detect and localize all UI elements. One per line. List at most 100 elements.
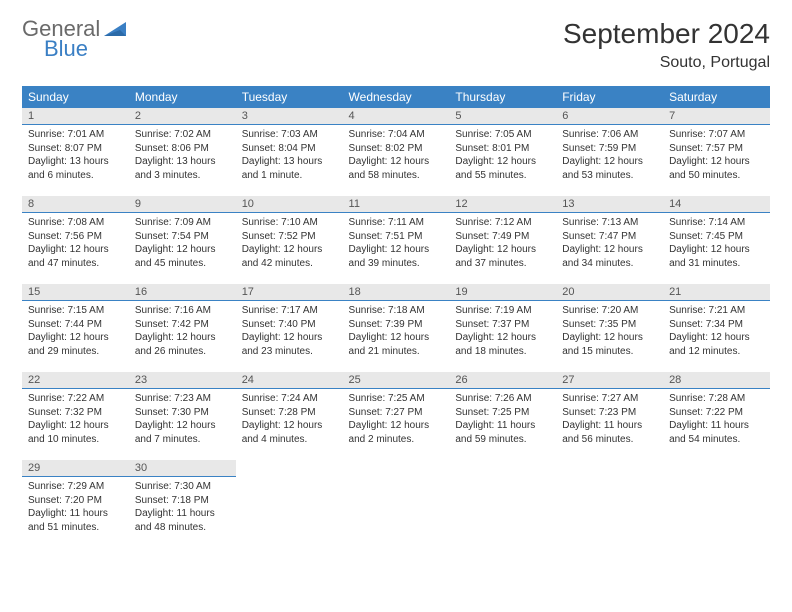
sunrise-text: Sunrise: 7:04 AM (349, 128, 444, 142)
month-title: September 2024 (563, 18, 770, 50)
daylight-text: Daylight: 12 hours (28, 243, 123, 257)
day-number: 19 (449, 284, 556, 301)
calendar-cell: 5Sunrise: 7:05 AMSunset: 8:01 PMDaylight… (449, 108, 556, 196)
daylight-text: and 21 minutes. (349, 345, 444, 359)
daylight-text: Daylight: 12 hours (28, 331, 123, 345)
day-number: 23 (129, 372, 236, 389)
day-header: Monday (129, 86, 236, 108)
day-number: 14 (663, 196, 770, 213)
sunrise-text: Sunrise: 7:11 AM (349, 216, 444, 230)
day-details: Sunrise: 7:10 AMSunset: 7:52 PMDaylight:… (236, 213, 343, 274)
day-number: 4 (343, 108, 450, 125)
day-details: Sunrise: 7:13 AMSunset: 7:47 PMDaylight:… (556, 213, 663, 274)
daylight-text: Daylight: 12 hours (135, 331, 230, 345)
daylight-text: Daylight: 12 hours (669, 155, 764, 169)
day-number: 17 (236, 284, 343, 301)
sunrise-text: Sunrise: 7:08 AM (28, 216, 123, 230)
daylight-text: and 18 minutes. (455, 345, 550, 359)
day-number: 18 (343, 284, 450, 301)
day-details: Sunrise: 7:03 AMSunset: 8:04 PMDaylight:… (236, 125, 343, 186)
sunset-text: Sunset: 7:34 PM (669, 318, 764, 332)
day-number: 3 (236, 108, 343, 125)
sunset-text: Sunset: 8:06 PM (135, 142, 230, 156)
calendar-cell: 24Sunrise: 7:24 AMSunset: 7:28 PMDayligh… (236, 372, 343, 460)
calendar-cell (236, 460, 343, 548)
sunset-text: Sunset: 8:02 PM (349, 142, 444, 156)
day-details: Sunrise: 7:08 AMSunset: 7:56 PMDaylight:… (22, 213, 129, 274)
daylight-text: Daylight: 12 hours (349, 419, 444, 433)
sunset-text: Sunset: 7:45 PM (669, 230, 764, 244)
sunrise-text: Sunrise: 7:24 AM (242, 392, 337, 406)
sunrise-text: Sunrise: 7:02 AM (135, 128, 230, 142)
daylight-text: and 10 minutes. (28, 433, 123, 447)
day-number: 9 (129, 196, 236, 213)
calendar-row: 15Sunrise: 7:15 AMSunset: 7:44 PMDayligh… (22, 284, 770, 372)
calendar-cell: 10Sunrise: 7:10 AMSunset: 7:52 PMDayligh… (236, 196, 343, 284)
daylight-text: and 6 minutes. (28, 169, 123, 183)
calendar-cell (556, 460, 663, 548)
calendar-body: 1Sunrise: 7:01 AMSunset: 8:07 PMDaylight… (22, 108, 770, 548)
daylight-text: and 53 minutes. (562, 169, 657, 183)
day-number: 16 (129, 284, 236, 301)
day-details: Sunrise: 7:20 AMSunset: 7:35 PMDaylight:… (556, 301, 663, 362)
daylight-text: Daylight: 11 hours (135, 507, 230, 521)
calendar-cell: 1Sunrise: 7:01 AMSunset: 8:07 PMDaylight… (22, 108, 129, 196)
calendar-page: General Blue September 2024 Souto, Portu… (0, 0, 792, 612)
calendar-cell (663, 460, 770, 548)
daylight-text: Daylight: 12 hours (135, 419, 230, 433)
calendar-cell: 21Sunrise: 7:21 AMSunset: 7:34 PMDayligh… (663, 284, 770, 372)
sunset-text: Sunset: 7:57 PM (669, 142, 764, 156)
daylight-text: Daylight: 12 hours (28, 419, 123, 433)
calendar-cell: 22Sunrise: 7:22 AMSunset: 7:32 PMDayligh… (22, 372, 129, 460)
sunset-text: Sunset: 7:52 PM (242, 230, 337, 244)
daylight-text: Daylight: 12 hours (349, 155, 444, 169)
sunrise-text: Sunrise: 7:18 AM (349, 304, 444, 318)
day-number: 24 (236, 372, 343, 389)
header: General Blue September 2024 Souto, Portu… (22, 18, 770, 72)
daylight-text: and 58 minutes. (349, 169, 444, 183)
sunset-text: Sunset: 7:47 PM (562, 230, 657, 244)
sunset-text: Sunset: 8:07 PM (28, 142, 123, 156)
daylight-text: and 56 minutes. (562, 433, 657, 447)
sunrise-text: Sunrise: 7:15 AM (28, 304, 123, 318)
daylight-text: Daylight: 12 hours (242, 331, 337, 345)
sunset-text: Sunset: 7:59 PM (562, 142, 657, 156)
day-header: Tuesday (236, 86, 343, 108)
sunrise-text: Sunrise: 7:19 AM (455, 304, 550, 318)
sunrise-text: Sunrise: 7:10 AM (242, 216, 337, 230)
sunset-text: Sunset: 7:32 PM (28, 406, 123, 420)
daylight-text: Daylight: 13 hours (135, 155, 230, 169)
day-number: 12 (449, 196, 556, 213)
sunrise-text: Sunrise: 7:07 AM (669, 128, 764, 142)
daylight-text: and 2 minutes. (349, 433, 444, 447)
sunset-text: Sunset: 7:28 PM (242, 406, 337, 420)
day-header: Sunday (22, 86, 129, 108)
sunrise-text: Sunrise: 7:29 AM (28, 480, 123, 494)
day-number: 20 (556, 284, 663, 301)
day-details: Sunrise: 7:02 AMSunset: 8:06 PMDaylight:… (129, 125, 236, 186)
day-number: 28 (663, 372, 770, 389)
sunrise-text: Sunrise: 7:17 AM (242, 304, 337, 318)
sunset-text: Sunset: 7:35 PM (562, 318, 657, 332)
calendar-cell: 7Sunrise: 7:07 AMSunset: 7:57 PMDaylight… (663, 108, 770, 196)
calendar-row: 22Sunrise: 7:22 AMSunset: 7:32 PMDayligh… (22, 372, 770, 460)
day-header: Saturday (663, 86, 770, 108)
calendar-head: SundayMondayTuesdayWednesdayThursdayFrid… (22, 86, 770, 108)
daylight-text: and 3 minutes. (135, 169, 230, 183)
sunrise-text: Sunrise: 7:05 AM (455, 128, 550, 142)
day-number: 2 (129, 108, 236, 125)
calendar-cell: 28Sunrise: 7:28 AMSunset: 7:22 PMDayligh… (663, 372, 770, 460)
day-details: Sunrise: 7:23 AMSunset: 7:30 PMDaylight:… (129, 389, 236, 450)
daylight-text: Daylight: 12 hours (562, 243, 657, 257)
sunset-text: Sunset: 7:30 PM (135, 406, 230, 420)
sunrise-text: Sunrise: 7:12 AM (455, 216, 550, 230)
day-details: Sunrise: 7:01 AMSunset: 8:07 PMDaylight:… (22, 125, 129, 186)
day-details: Sunrise: 7:28 AMSunset: 7:22 PMDaylight:… (663, 389, 770, 450)
daylight-text: and 51 minutes. (28, 521, 123, 535)
day-details: Sunrise: 7:12 AMSunset: 7:49 PMDaylight:… (449, 213, 556, 274)
daylight-text: and 29 minutes. (28, 345, 123, 359)
calendar-cell: 4 Sunrise: 7:04 AMSunset: 8:02 PMDaylight… (343, 108, 450, 196)
day-details: Sunrise: 7:14 AMSunset: 7:45 PMDaylight:… (663, 213, 770, 274)
calendar-cell: 17Sunrise: 7:17 AMSunset: 7:40 PMDayligh… (236, 284, 343, 372)
daylight-text: and 23 minutes. (242, 345, 337, 359)
